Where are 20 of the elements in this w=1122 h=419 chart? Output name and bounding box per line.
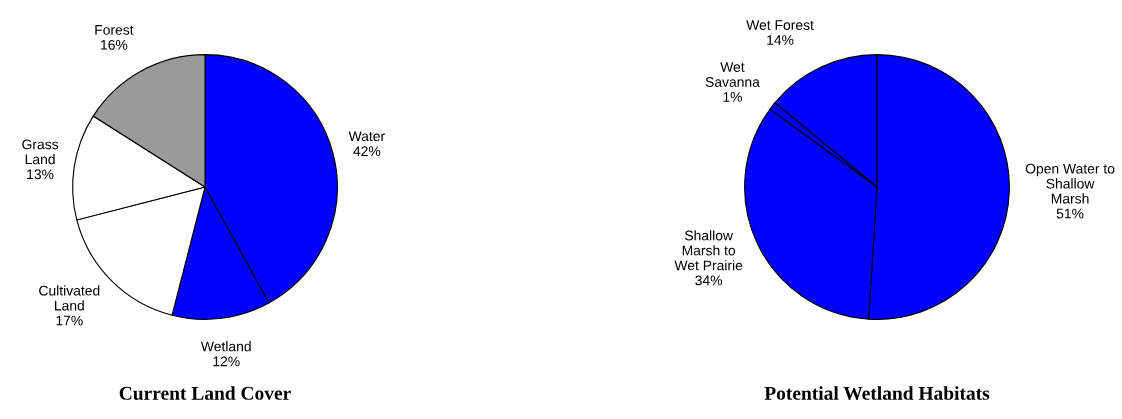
- slice-label: Wet Forest: [746, 20, 814, 30]
- slice-label: Shallow Marsh to Wet Prairie: [674, 230, 743, 271]
- data-label: 16%: [101, 39, 128, 50]
- slice-label: Water: [348, 131, 385, 142]
- text: Potential Wetland Habitats: [764, 386, 990, 400]
- data-label: 17%: [56, 315, 83, 326]
- data-label: 12%: [213, 356, 240, 367]
- slice-label: Cultivated Land: [39, 285, 100, 311]
- data-label: 1%: [723, 92, 742, 102]
- text: Current Land Cover: [119, 386, 291, 400]
- data-label: 14%: [767, 35, 794, 45]
- slice-label: Open Water to Shallow Marsh: [1025, 163, 1115, 204]
- slice-label: Wetland: [200, 341, 251, 352]
- slice-label: Forest: [95, 25, 134, 35]
- data-label: 51%: [1056, 208, 1084, 219]
- data-label: 34%: [695, 275, 723, 286]
- slice-label: Wet Savanna: [705, 62, 760, 87]
- data-label: 42%: [353, 146, 381, 157]
- slice-label: Grass Land: [22, 139, 59, 165]
- data-label: 13%: [27, 169, 54, 180]
